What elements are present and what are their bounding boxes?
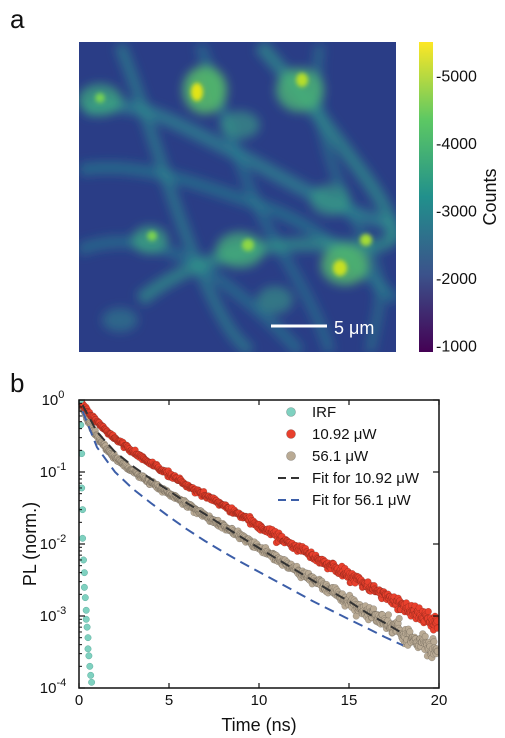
point-10-92uw [424, 607, 432, 616]
irf-point [80, 583, 88, 591]
panel-a-label: a [10, 4, 25, 34]
irf-point [86, 662, 94, 670]
x-tick-label: 5 [165, 692, 173, 709]
point-56-1uw [395, 614, 403, 623]
point-10-92uw [433, 617, 439, 625]
colorbar-label: Counts [480, 168, 500, 225]
x-tick-label: 0 [75, 692, 83, 709]
x-tick-label: 20 [431, 692, 448, 709]
x-tick-label: 15 [341, 692, 358, 709]
decay-plot: 0 5 10 15 20 100 10-1 10-2 10-3 10-4 Time (ns) P… [20, 389, 447, 735]
irf-point [81, 594, 89, 602]
legend-irf-marker [286, 407, 296, 417]
point-10-92uw [434, 624, 439, 632]
colorbar-tick-label: -4000 [436, 136, 477, 153]
y-tick-label: 10-3 [40, 605, 66, 625]
pl-image: 5 μm [79, 42, 396, 352]
legend-fit-56-1uw-label: Fit for 56.1 μW [312, 492, 412, 509]
legend-10-92uw-label: 10.92 μW [312, 426, 377, 443]
irf-point [84, 634, 92, 642]
y-tick-label: 10-4 [40, 677, 66, 697]
point-56-1uw [421, 632, 429, 640]
irf-point [88, 678, 96, 686]
x-axis-label: Time (ns) [221, 715, 296, 735]
fit-line-10-92uw [81, 404, 404, 635]
pl-image-hotspots [95, 73, 372, 276]
colorbar-tick-label: -5000 [436, 69, 477, 86]
irf-point [85, 652, 93, 660]
legend-irf-label: IRF [312, 404, 336, 421]
irf-point [83, 623, 91, 631]
legend-10-92uw-marker [286, 429, 296, 439]
fit-line-56-1uw [81, 410, 404, 647]
scale-bar-label: 5 μm [334, 318, 374, 338]
y-axis-ticks: 100 10-1 10-2 10-3 10-4 [40, 389, 439, 697]
irf-point [80, 569, 88, 577]
colorbar-tick-label: -2000 [436, 271, 477, 288]
point-56-1uw [384, 611, 393, 619]
data-points [79, 400, 439, 686]
legend-56-1uw-marker [286, 451, 296, 461]
colorbar: -1000 -2000 -3000 -4000 -5000 Counts [419, 42, 500, 355]
y-tick-label: 100 [42, 389, 65, 409]
fit-lines [81, 404, 404, 647]
irf-point [79, 534, 87, 542]
legend-fit-10-92uw-label: Fit for 10.92 μW [312, 470, 420, 487]
y-tick-label: 10-2 [40, 533, 66, 553]
x-tick-label: 10 [251, 692, 268, 709]
irf-point [84, 645, 92, 653]
colorbar-ticks: -1000 -2000 -3000 -4000 -5000 [436, 69, 477, 356]
legend: IRF 10.92 μW 56.1 μW Fit for 10.92 μW Fit fo… [278, 404, 420, 509]
colorbar-tick-label: -1000 [436, 338, 477, 355]
irf-point [87, 671, 95, 679]
legend-56-1uw-label: 56.1 μW [312, 448, 369, 465]
x-axis-ticks: 0 5 10 15 20 [75, 400, 448, 709]
irf-point [82, 615, 90, 623]
point-56-1uw [430, 638, 438, 646]
colorbar-tick-label: -3000 [436, 203, 477, 220]
irf-point [82, 606, 90, 614]
panel-b-label: b [10, 368, 25, 398]
y-tick-label: 10-1 [40, 461, 66, 481]
y-axis-label: PL (norm.) [20, 502, 40, 586]
colorbar-gradient [419, 42, 433, 352]
point-56-1uw [434, 647, 439, 655]
